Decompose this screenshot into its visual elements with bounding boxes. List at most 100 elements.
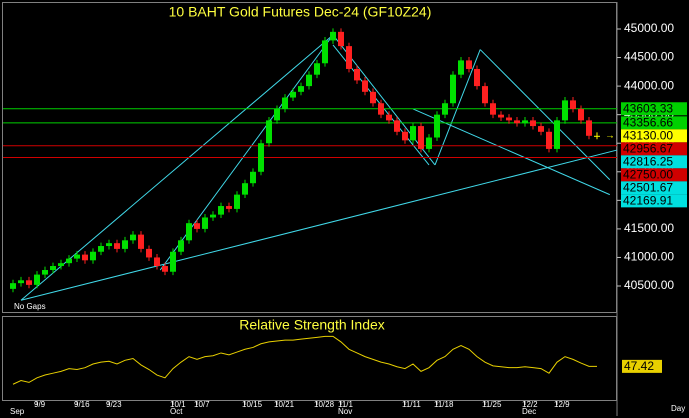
candle-body	[282, 97, 288, 109]
trendline	[20, 34, 334, 301]
candle-body	[330, 31, 336, 41]
candle-body	[66, 258, 72, 264]
candle-body	[130, 234, 136, 241]
candle-body	[450, 74, 456, 104]
level-label-bg	[621, 142, 687, 156]
candle-body	[34, 274, 40, 285]
x-tick-label: 11/18	[434, 400, 454, 409]
trendline	[20, 149, 618, 301]
candle-body	[98, 246, 104, 252]
level-label: 42956.67	[623, 142, 673, 156]
candle-body	[186, 223, 192, 241]
candle-body	[586, 120, 592, 136]
candle-body	[570, 100, 576, 109]
candle-body	[226, 206, 232, 209]
level-label: 42169.91	[623, 194, 673, 208]
candle-body	[42, 270, 48, 275]
y-tick-label: 41000.00	[624, 250, 674, 264]
trendline	[412, 108, 610, 196]
x-axis-label: Day	[671, 404, 685, 413]
candle-body	[74, 254, 80, 259]
candle-body	[514, 120, 520, 124]
y-tick-label: 44500.00	[624, 50, 674, 64]
candle-body	[266, 120, 272, 144]
candle-body	[370, 91, 376, 104]
chart-title: 10 BAHT Gold Futures Dec-24 (GF10Z24)	[169, 4, 432, 20]
candle-body	[466, 60, 472, 69]
candle-body	[386, 114, 392, 121]
candle-body	[298, 86, 304, 92]
level-label: 42501.67	[623, 181, 673, 195]
candle-body	[210, 214, 216, 218]
candle-body	[178, 240, 184, 252]
candle-body	[162, 266, 168, 272]
candle-body	[354, 68, 360, 81]
candle-body	[530, 120, 536, 127]
candle-body	[458, 60, 464, 75]
month-label: Oct	[170, 407, 183, 416]
candle-body	[18, 280, 24, 284]
candle-body	[242, 183, 248, 195]
x-tick-label: 9/16	[74, 400, 90, 409]
level-label-bg	[621, 168, 687, 182]
candle-body	[538, 126, 544, 132]
candle-body	[546, 131, 552, 149]
trendline	[479, 49, 611, 181]
level-label: 42750.00	[623, 168, 673, 182]
rsi-title: Relative Strength Index	[239, 317, 385, 333]
candle-body	[562, 100, 568, 121]
month-label: Dec	[522, 407, 536, 416]
level-label: 43356.66	[623, 116, 673, 130]
candle-body	[58, 263, 64, 267]
rsi-line	[12, 335, 597, 385]
candle-body	[26, 280, 32, 285]
candle-body	[170, 251, 176, 272]
level-label-bg	[621, 129, 687, 143]
level-label-bg	[621, 181, 687, 195]
x-tick-label: 9/23	[106, 400, 122, 409]
x-tick-label: 10/15	[242, 400, 263, 409]
candle-body	[482, 86, 488, 104]
candle-body	[250, 171, 256, 184]
annotation: No Gaps	[14, 302, 46, 311]
candle-body	[442, 103, 448, 115]
candle-body	[434, 114, 440, 138]
level-label-bg	[621, 155, 687, 169]
candle-body	[338, 31, 344, 47]
candle-body	[522, 120, 528, 124]
candle-body	[274, 108, 280, 121]
candle-body	[122, 240, 128, 249]
x-tick-label: 10/1	[170, 400, 186, 409]
candle-body	[410, 126, 416, 141]
y-tick-label: 44000.00	[624, 78, 674, 92]
level-label: 43130.00	[623, 129, 673, 143]
candle-body	[138, 234, 144, 249]
candle-body	[426, 137, 432, 149]
month-label: Sep	[10, 407, 25, 416]
candle-body	[498, 114, 504, 118]
trendline	[434, 49, 481, 166]
candle-body	[362, 80, 368, 92]
x-tick-label: 11/11	[402, 400, 421, 409]
y-tick-label: 40500.00	[624, 278, 674, 292]
x-tick-label: 11/25	[482, 400, 502, 409]
candle-body	[402, 131, 408, 141]
x-tick-label: 10/7	[194, 400, 210, 409]
candle-body	[306, 74, 312, 87]
x-tick-label: 11/1	[338, 400, 354, 409]
candle-body	[114, 243, 120, 249]
level-label: 42816.25	[623, 155, 673, 169]
level-label-bg	[621, 102, 687, 116]
level-label-bg	[621, 116, 687, 130]
candle-body	[418, 126, 424, 149]
candle-body	[506, 117, 512, 121]
x-tick-label: 10/21	[274, 400, 295, 409]
candle-body	[82, 254, 88, 261]
candle-body	[314, 63, 320, 75]
candle-body	[234, 194, 240, 209]
candle-body	[490, 103, 496, 115]
rsi-value-label: 47.42	[624, 359, 654, 373]
candle-body	[194, 223, 200, 229]
candle-body	[394, 120, 400, 132]
candle-body	[106, 243, 112, 247]
